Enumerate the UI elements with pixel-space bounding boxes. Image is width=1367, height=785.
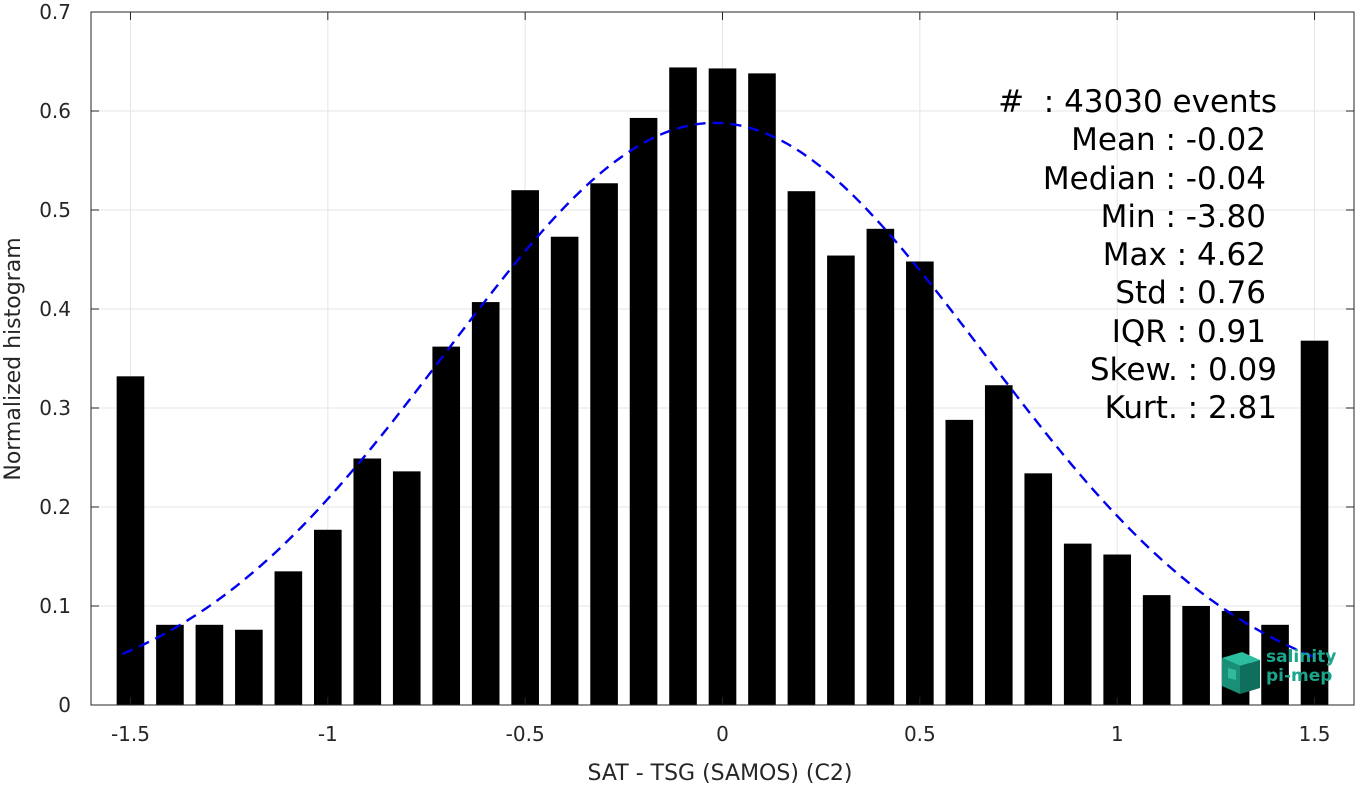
x-axis-title: SAT - TSG (SAMOS) (C2) bbox=[588, 761, 853, 785]
histogram-bar bbox=[392, 471, 421, 705]
stat-events: # : 43030 events bbox=[998, 84, 1277, 120]
histogram-bar bbox=[629, 117, 658, 706]
y-tick-label: 0.1 bbox=[39, 594, 71, 618]
histogram-bar bbox=[590, 183, 618, 705]
stat-min: Min : -3.80 bbox=[1100, 198, 1266, 235]
histogram-bar bbox=[550, 236, 579, 706]
statistics-annotation: # : 43030 events Mean : -0.02 Median : -… bbox=[998, 83, 1277, 428]
histogram-bar bbox=[313, 529, 342, 705]
histogram-bar bbox=[471, 302, 500, 705]
histogram-bar bbox=[235, 629, 263, 705]
x-tick-label: -1.5 bbox=[111, 722, 150, 746]
stat-skew: Skew. : 0.09 bbox=[1089, 352, 1277, 389]
histogram-bar bbox=[708, 68, 737, 706]
y-tick-label: 0.4 bbox=[39, 297, 71, 321]
histogram-bar bbox=[827, 255, 855, 706]
histogram-bar bbox=[1063, 543, 1092, 705]
histogram-bar bbox=[274, 571, 303, 705]
x-tick-label: -0.5 bbox=[506, 722, 545, 746]
salinity-pimep-logo: salinity pi-mep bbox=[1218, 648, 1348, 696]
histogram-bar bbox=[866, 228, 895, 705]
y-tick-label: 0.7 bbox=[39, 0, 71, 24]
histogram-bar bbox=[195, 624, 224, 705]
y-tick-label: 0.3 bbox=[39, 396, 71, 420]
logo-line-2: pi-mep bbox=[1266, 666, 1333, 686]
y-tick-label: 0.5 bbox=[39, 198, 71, 222]
logo-text: salinity pi-mep bbox=[1266, 648, 1336, 686]
stat-max: Max : 4.62 bbox=[1102, 237, 1266, 274]
histogram-bar bbox=[1300, 340, 1329, 705]
gaussian-fit-curve bbox=[122, 121, 1323, 662]
logo-cube-icon bbox=[1222, 652, 1260, 694]
axes-frame bbox=[90, 11, 1355, 706]
histogram-bar bbox=[748, 73, 776, 705]
logo-line-1: salinity bbox=[1266, 647, 1337, 667]
gaussian-fit-line bbox=[122, 121, 1323, 662]
y-axis-title: Normalized histogram bbox=[1, 237, 26, 480]
histogram-bar bbox=[787, 191, 816, 705]
histogram-bars bbox=[116, 67, 1329, 706]
stat-kurt: Kurt. : 2.81 bbox=[1104, 390, 1277, 427]
histogram-bar bbox=[116, 376, 145, 705]
x-tick-label: 1.5 bbox=[1299, 722, 1331, 746]
stat-mean: Mean : -0.02 bbox=[1071, 122, 1266, 159]
histogram-bar bbox=[984, 385, 1013, 705]
histogram-bar bbox=[1182, 606, 1210, 705]
x-tick-label: 0.5 bbox=[904, 722, 936, 746]
histogram-bar bbox=[1024, 473, 1053, 705]
y-tick-label: 0.6 bbox=[39, 99, 71, 123]
x-tick-label: 1 bbox=[1111, 722, 1124, 746]
histogram-bar bbox=[945, 419, 974, 705]
stat-iqr: IQR : 0.91 bbox=[1111, 313, 1266, 350]
y-tick-label: 0 bbox=[58, 693, 71, 717]
histogram-bar bbox=[511, 190, 539, 705]
x-tick-label: 0 bbox=[716, 722, 729, 746]
histogram-bar bbox=[156, 624, 184, 705]
histogram-bar bbox=[353, 458, 382, 705]
x-tick-label: -1 bbox=[318, 722, 338, 746]
histogram-bar bbox=[906, 261, 934, 705]
histogram-bar bbox=[1142, 595, 1171, 705]
stat-std: Std : 0.76 bbox=[1115, 275, 1266, 312]
histogram-bar bbox=[669, 67, 697, 705]
histogram-bar bbox=[432, 346, 461, 705]
histogram-bar bbox=[1103, 554, 1132, 705]
y-tick-label: 0.2 bbox=[39, 495, 71, 519]
tick-labels: -1.5 -1 -0.5 0 0.5 1 1.5 0 0.1 0.2 0.3 0.4 0.5 0.6 0.7 bbox=[39, 0, 1330, 746]
stat-median: Median : -0.04 bbox=[1042, 160, 1266, 197]
